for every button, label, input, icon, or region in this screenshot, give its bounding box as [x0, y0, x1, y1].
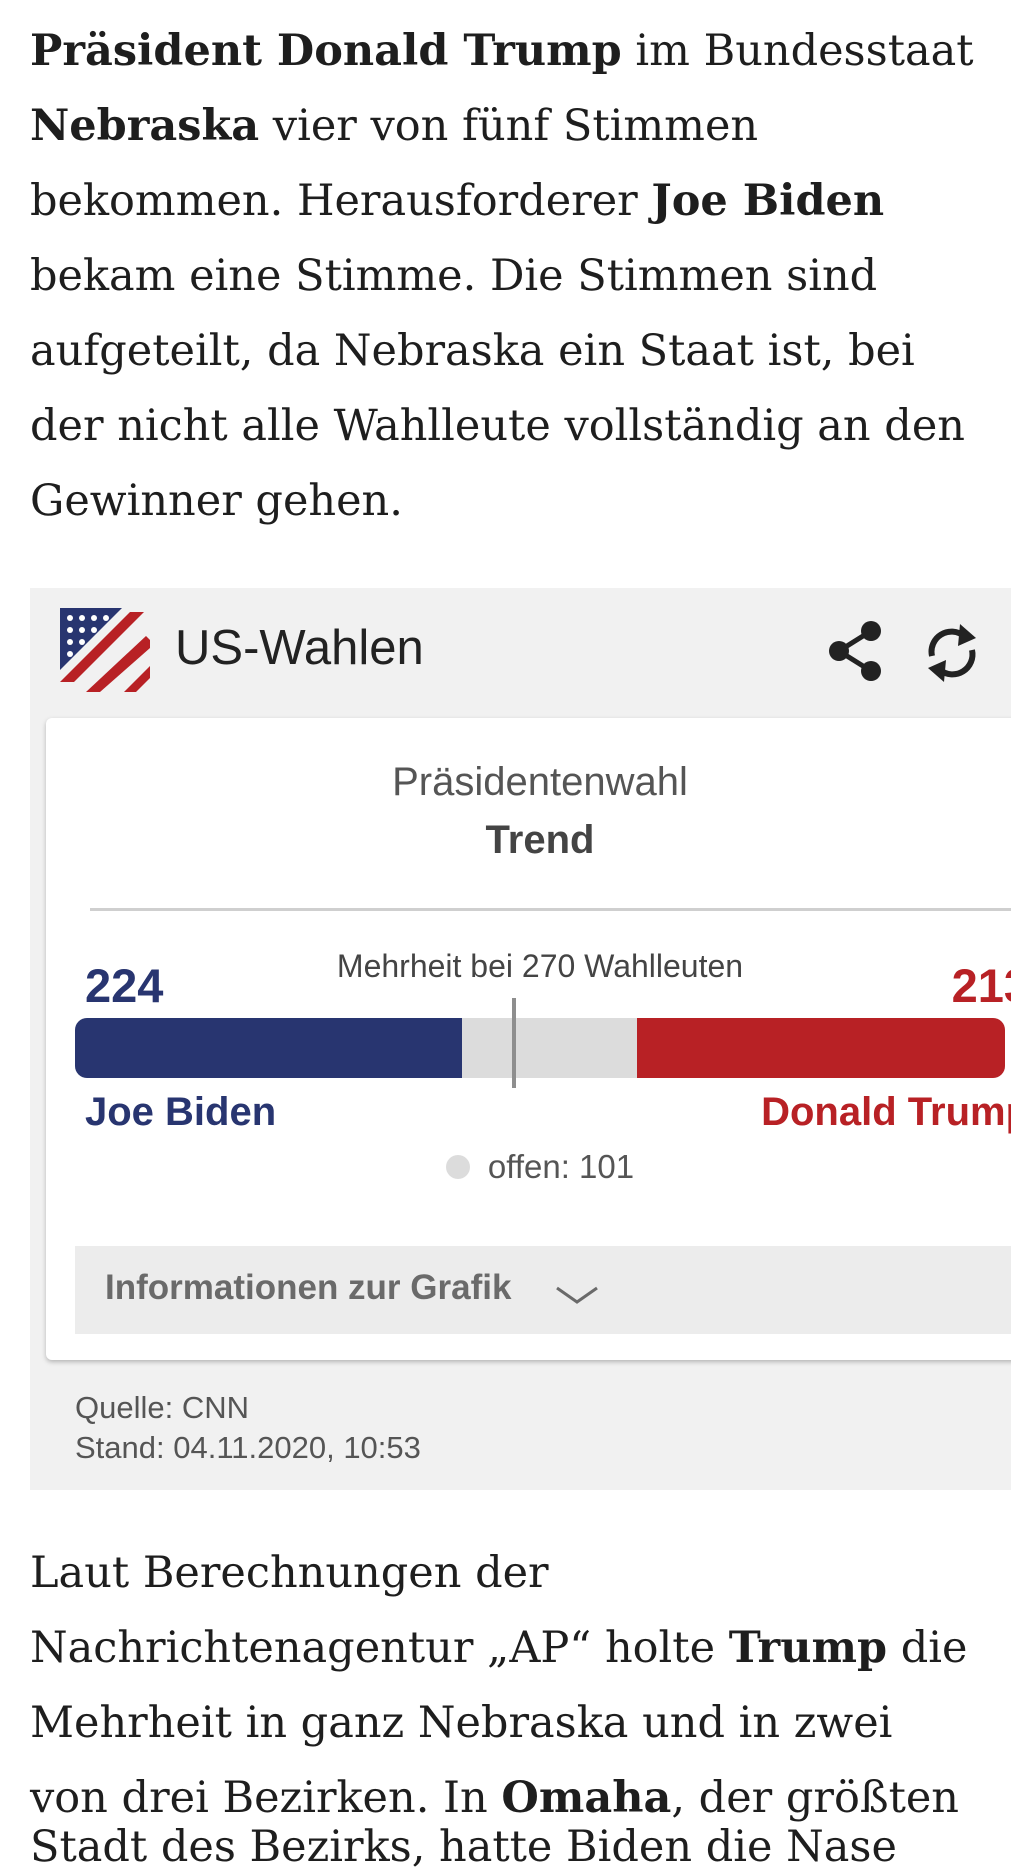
- majority-marker: [512, 998, 516, 1088]
- bar-segment-biden: [75, 1018, 463, 1078]
- source-label: Quelle: CNN: [75, 1390, 249, 1425]
- share-icon[interactable]: [825, 618, 885, 684]
- timestamp-label: Stand: 04.11.2020, 10:53: [75, 1430, 421, 1465]
- text-line-partial: Stadt des Bezirks, hatte Biden die Nase: [30, 1822, 897, 1872]
- bold-text: Nebraska: [30, 101, 260, 151]
- bold-text: Joe Biden: [651, 176, 885, 226]
- widget-header: US-Wahlen: [30, 588, 1011, 718]
- text-line: bekam eine Stimme. Die Stimmen sind: [30, 251, 878, 301]
- article-paragraph-1: Präsident Donald Trump im Bundesstaat Ne…: [30, 14, 1011, 539]
- bold-text: Omaha: [501, 1773, 672, 1823]
- electoral-bar: [75, 1018, 1005, 1078]
- info-toggle-label: Informationen zur Grafik: [105, 1268, 512, 1307]
- candidate-biden: Joe Biden: [85, 1090, 277, 1134]
- text-line: Gewinner gehen.: [30, 476, 403, 526]
- text: im Bundesstaat: [621, 26, 974, 76]
- article-paragraph-2: Laut Berechnungen der Nachrichtenagentur…: [30, 1536, 1011, 1836]
- text-line: der nicht alle Wahlleute vollständig an …: [30, 401, 965, 451]
- text: die: [887, 1623, 968, 1673]
- chevron-down-icon: [556, 1286, 598, 1304]
- divider: [90, 908, 1011, 911]
- source-info: Quelle: CNN Stand: 04.11.2020, 10:53: [75, 1388, 421, 1468]
- text: bekommen. Herausforderer: [30, 176, 652, 226]
- candidate-trump: Donald Trump: [761, 1090, 1011, 1134]
- text: Nachrichtenagentur „AP“ holte: [30, 1623, 729, 1673]
- text-line: Mehrheit in ganz Nebraska und in zwei: [30, 1698, 893, 1748]
- text: , der größten: [671, 1773, 959, 1823]
- bold-text: Trump: [728, 1623, 888, 1673]
- info-toggle-button[interactable]: Informationen zur Grafik: [75, 1246, 1011, 1334]
- text-line: aufgeteilt, da Nebraska ein Staat ist, b…: [30, 326, 915, 376]
- us-flag-logo-icon: [60, 608, 150, 692]
- open-label: offen: 101: [487, 1148, 635, 1185]
- legend-dot-icon: [445, 1155, 470, 1180]
- trump-count: 213: [951, 959, 1011, 1012]
- majority-label: Mehrheit bei 270 Wahlleuten: [336, 948, 744, 984]
- biden-count: 224: [85, 959, 164, 1012]
- open-seats: offen: 101: [30, 1148, 1011, 1186]
- text: von drei Bezirken. In: [30, 1773, 502, 1823]
- election-widget: US-Wahlen Präsidentenwahl Trend Mehrheit…: [30, 588, 1011, 1490]
- text: vier von fünf Stimmen: [259, 101, 759, 151]
- card-subtitle: Trend: [485, 818, 595, 862]
- text-line: Laut Berechnungen der: [30, 1548, 549, 1598]
- refresh-icon[interactable]: [920, 618, 984, 688]
- bar-segment-trump: [636, 1018, 1005, 1078]
- bold-text: Präsident Donald Trump: [30, 26, 622, 76]
- widget-title: US-Wahlen: [175, 621, 424, 675]
- card-title: Präsidentenwahl: [392, 760, 688, 804]
